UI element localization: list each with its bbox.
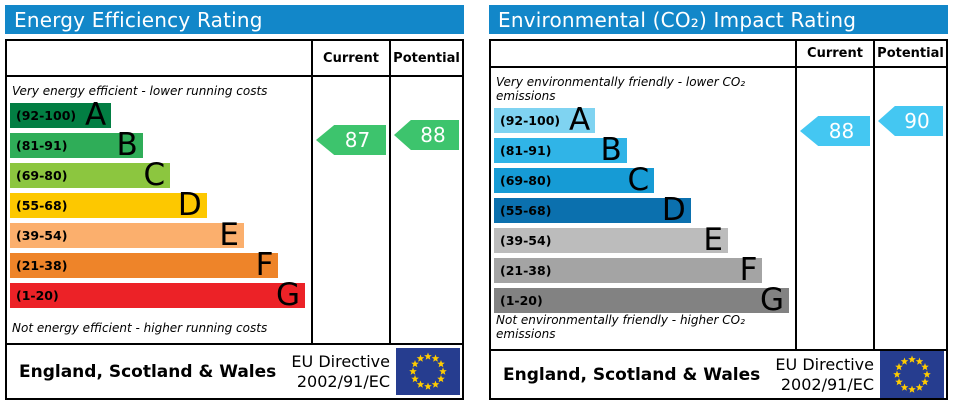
co2-table-head: Current Potential (491, 41, 946, 68)
energy-efficiency-panel: Energy Efficiency Rating Current Potenti… (5, 5, 464, 404)
energy-band-d: (55-68) D (10, 187, 207, 223)
band-letter: D (661, 192, 686, 228)
energy-bottom-caption: Not energy efficient - higher running co… (12, 321, 268, 335)
co2-band-c: (69-80) C (494, 162, 655, 198)
band-range: (39-54) (500, 233, 552, 248)
energy-current-value: 87 (344, 128, 371, 152)
energy-footer: England, Scotland & Wales EU Directive 2… (7, 343, 462, 398)
band-letter: F (255, 247, 274, 283)
co2-band-area: Very environmentally friendly - lower CO… (491, 68, 795, 349)
band-range: (1-20) (500, 293, 543, 308)
band-letter: F (739, 252, 758, 288)
band-letter: G (275, 277, 300, 313)
co2-current-value: 88 (828, 119, 855, 143)
band-letter: E (703, 222, 723, 258)
co2-current-header: Current (795, 41, 873, 66)
band-range: (92-100) (16, 108, 77, 123)
energy-top-caption: Very energy efficient - lower running co… (12, 84, 268, 98)
co2-potential-arrow: 90 (878, 106, 943, 136)
eu-directive-line1: EU Directive (291, 352, 390, 372)
co2-bands: (92-100) A (81-91) B (69-80) C (55-68) (494, 102, 789, 318)
eu-directive-line1: EU Directive (775, 355, 874, 375)
co2-rating-table: Current Potential Very environmentally f… (489, 39, 948, 400)
band-letter: A (84, 97, 107, 133)
energy-panel-header: Energy Efficiency Rating (5, 5, 464, 34)
co2-current-arrow: 88 (800, 116, 870, 146)
co2-potential-column: 90 (873, 68, 946, 349)
band-range: (21-38) (16, 258, 68, 273)
energy-band-e: (39-54) E (10, 217, 244, 253)
band-letter: C (143, 157, 166, 193)
band-letter: B (116, 127, 138, 163)
energy-head-spacer (7, 41, 311, 75)
energy-rating-table: Current Potential Very energy efficient … (5, 39, 464, 400)
energy-potential-value: 88 (420, 123, 446, 147)
band-letter: B (600, 132, 622, 168)
band-range: (81-91) (16, 138, 68, 153)
energy-band-a: (92-100) A (10, 97, 112, 133)
band-range: (81-91) (500, 143, 552, 158)
co2-bottom-caption: Not environmentally friendly - higher CO… (496, 313, 745, 341)
energy-band-area: Very energy efficient - lower running co… (7, 77, 311, 343)
band-range: (92-100) (500, 113, 561, 128)
eu-directive-line2: 2002/91/EC (296, 371, 390, 391)
energy-table-head: Current Potential (7, 41, 462, 77)
co2-band-g: (1-20) G (494, 282, 789, 318)
co2-potential-value: 90 (904, 109, 930, 133)
co2-band-a: (92-100) A (494, 102, 596, 138)
band-letter: D (177, 187, 202, 223)
energy-bands: (92-100) A (81-91) B (69-80) C (55-68) (10, 97, 305, 313)
band-letter: G (759, 282, 784, 318)
eu-directive-line2: 2002/91/EC (780, 374, 874, 394)
energy-band-g: (1-20) G (10, 277, 305, 313)
band-range: (55-68) (500, 203, 552, 218)
co2-band-b: (81-91) B (494, 132, 627, 168)
band-range: (69-80) (500, 173, 552, 188)
co2-band-e: (39-54) E (494, 222, 728, 258)
band-range: (39-54) (16, 228, 68, 243)
energy-chart-body: Very energy efficient - lower running co… (7, 77, 462, 343)
energy-current-column: 87 (311, 77, 389, 343)
co2-panel-title: Environmental (CO₂) Impact Rating (498, 7, 857, 32)
energy-potential-column: 88 (389, 77, 462, 343)
energy-eu-directive: EU Directive 2002/91/EC (291, 352, 396, 390)
co2-impact-panel: Environmental (CO₂) Impact Rating Curren… (489, 5, 948, 404)
energy-potential-header: Potential (389, 41, 462, 75)
co2-potential-header: Potential (873, 41, 946, 66)
co2-band-d: (55-68) D (494, 192, 691, 228)
co2-eu-directive: EU Directive 2002/91/EC (775, 355, 880, 393)
co2-top-caption: Very environmentally friendly - lower CO… (496, 75, 746, 103)
eu-flag-icon (880, 351, 944, 398)
co2-region-label: England, Scotland & Wales (503, 364, 761, 385)
energy-current-arrow: 87 (316, 125, 386, 155)
energy-current-header: Current (311, 41, 389, 75)
band-range: (55-68) (16, 198, 68, 213)
co2-band-f: (21-38) F (494, 252, 763, 288)
co2-panel-header: Environmental (CO₂) Impact Rating (489, 5, 948, 34)
co2-chart-body: Very environmentally friendly - lower CO… (491, 68, 946, 349)
band-letter: A (568, 102, 591, 138)
co2-head-spacer (491, 41, 795, 66)
co2-footer: England, Scotland & Wales EU Directive 2… (491, 349, 946, 398)
band-range: (21-38) (500, 263, 552, 278)
eu-flag-icon (396, 348, 460, 395)
energy-panel-title: Energy Efficiency Rating (14, 7, 263, 32)
band-range: (69-80) (16, 168, 68, 183)
energy-region-label: England, Scotland & Wales (19, 361, 277, 382)
co2-current-column: 88 (795, 68, 873, 349)
band-range: (1-20) (16, 288, 59, 303)
band-letter: E (219, 217, 239, 253)
energy-band-f: (21-38) F (10, 247, 279, 283)
band-letter: C (627, 162, 650, 198)
energy-band-c: (69-80) C (10, 157, 171, 193)
energy-potential-arrow: 88 (394, 120, 459, 150)
energy-band-b: (81-91) B (10, 127, 143, 163)
